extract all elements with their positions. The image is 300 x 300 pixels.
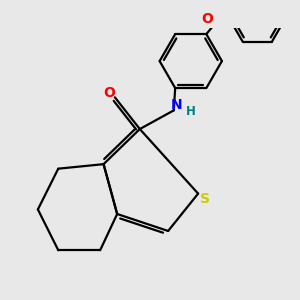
- Text: S: S: [200, 192, 210, 206]
- Text: N: N: [171, 98, 182, 112]
- Text: O: O: [103, 86, 115, 100]
- Text: O: O: [201, 12, 213, 26]
- Text: H: H: [186, 105, 196, 118]
